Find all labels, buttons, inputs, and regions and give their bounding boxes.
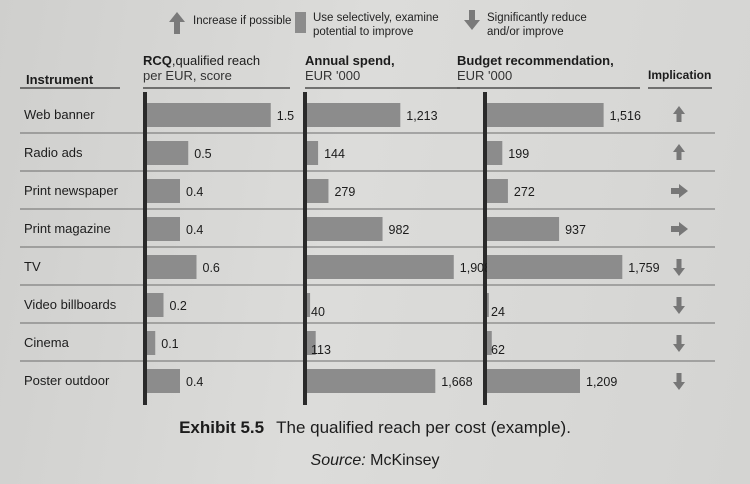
implication-down-arrow-icon xyxy=(673,344,685,352)
series-subtitle-1: EUR '000 xyxy=(305,68,360,83)
bar-2 xyxy=(487,293,489,317)
category-label: Poster outdoor xyxy=(24,373,110,388)
exhibit-label: Exhibit 5.5 xyxy=(179,418,265,437)
category-label: Web banner xyxy=(24,107,95,122)
bar-1 xyxy=(307,255,454,279)
legend-reduce-label: Significantly reduce and/or improve xyxy=(487,12,587,38)
series-title-0: RCQ,qualified reach xyxy=(143,53,260,68)
data-label-2: 1,516 xyxy=(610,109,641,123)
series-title-rest-0: ,qualified reach xyxy=(172,53,260,68)
series-subtitle-2: EUR '000 xyxy=(457,68,512,83)
legend-up-arrow-icon xyxy=(169,12,185,34)
bar-1 xyxy=(307,141,319,165)
data-label-1: 1,908 xyxy=(460,261,491,275)
implication-down-arrow-icon xyxy=(676,259,682,268)
series-title-bold-2: Budget recommendation, xyxy=(457,53,614,68)
bar-0 xyxy=(147,255,197,279)
bar-2 xyxy=(487,255,623,279)
data-label-1: 279 xyxy=(334,185,355,199)
implication-down-arrow-icon xyxy=(673,306,685,314)
bar-1 xyxy=(307,103,401,127)
bar-0 xyxy=(147,179,180,203)
series-title-bold-0: RCQ xyxy=(143,53,172,68)
implication-down-arrow-icon xyxy=(676,373,682,382)
category-label: Cinema xyxy=(24,335,70,350)
implication-down-arrow-icon xyxy=(673,382,685,390)
bar-0 xyxy=(147,293,164,317)
data-label-2: 272 xyxy=(514,185,535,199)
data-label-1: 144 xyxy=(324,147,345,161)
data-label-0: 0.4 xyxy=(186,375,203,389)
implication-header: Implication xyxy=(648,68,711,82)
series-subtitle-0: per EUR, score xyxy=(143,68,232,83)
legend-icons xyxy=(169,10,480,34)
bar-2 xyxy=(487,331,492,355)
bar-2 xyxy=(487,179,508,203)
series-title-2: Budget recommendation, xyxy=(457,53,614,68)
bar-2 xyxy=(487,141,503,165)
bar-0 xyxy=(147,331,156,355)
implication-up-arrow-icon xyxy=(673,106,685,114)
implication-right-arrow-icon xyxy=(679,184,688,198)
bar-0 xyxy=(147,103,271,127)
category-label: Radio ads xyxy=(24,145,83,160)
implication-down-arrow-icon xyxy=(673,268,685,276)
category-label: TV xyxy=(24,259,41,274)
bar-0 xyxy=(147,217,180,241)
implication-up-arrow-icon xyxy=(676,113,682,122)
implication-up-arrow-icon xyxy=(676,151,682,160)
legend-selective-label: Use selectively, examine potential to im… xyxy=(313,12,439,38)
data-label-1: 40 xyxy=(311,305,325,319)
bar-1 xyxy=(307,293,311,317)
data-label-0: 0.4 xyxy=(186,185,203,199)
bar-0 xyxy=(147,141,189,165)
implication-right-arrow-icon xyxy=(671,188,680,194)
category-label: Print magazine xyxy=(24,221,111,236)
bar-1 xyxy=(307,179,329,203)
data-label-0: 1.5 xyxy=(277,109,294,123)
data-label-2: 1,759 xyxy=(628,261,659,275)
data-label-0: 0.2 xyxy=(170,299,187,313)
bar-2 xyxy=(487,369,580,393)
legend-bar-swatch-icon xyxy=(295,12,306,33)
figure-source: Source: McKinsey xyxy=(0,452,750,470)
implication-right-arrow-icon xyxy=(671,226,680,232)
data-label-2: 24 xyxy=(491,305,505,319)
source-name: McKinsey xyxy=(370,452,440,469)
data-label-2: 199 xyxy=(508,147,529,161)
category-label: Video billboards xyxy=(24,297,117,312)
data-label-0: 0.1 xyxy=(161,337,178,351)
legend-down-arrow-icon xyxy=(464,10,480,30)
implication-up-arrow-icon xyxy=(673,144,685,152)
chart: Instrument Implication RCQ,qualified reach… xyxy=(20,53,715,405)
category-label: Print newspaper xyxy=(24,183,119,198)
series-title-1: Annual spend, xyxy=(305,53,395,68)
implication-right-arrow-icon xyxy=(679,222,688,236)
series-title-bold-1: Annual spend, xyxy=(305,53,395,68)
instrument-header: Instrument xyxy=(26,72,94,87)
data-label-2: 937 xyxy=(565,223,586,237)
source-label: Source: xyxy=(310,452,366,469)
bar-2 xyxy=(487,217,560,241)
caption-title: The qualified reach per cost (example). xyxy=(276,418,571,437)
bar-1 xyxy=(307,331,316,355)
legend-increase-label: Increase if possible xyxy=(193,15,292,27)
data-label-2: 62 xyxy=(491,343,505,357)
bar-2 xyxy=(487,103,604,127)
bar-1 xyxy=(307,217,383,241)
bar-1 xyxy=(307,369,436,393)
data-label-1: 1,668 xyxy=(441,375,472,389)
figure-caption: Exhibit 5.5 The qualified reach per cost … xyxy=(0,418,750,438)
data-label-0: 0.6 xyxy=(203,261,220,275)
data-label-0: 0.5 xyxy=(194,147,211,161)
data-label-1: 1,213 xyxy=(406,109,437,123)
data-label-1: 982 xyxy=(389,223,410,237)
implication-down-arrow-icon xyxy=(676,297,682,306)
data-label-1: 113 xyxy=(311,343,331,357)
bar-0 xyxy=(147,369,180,393)
implication-down-arrow-icon xyxy=(676,335,682,344)
data-label-2: 1,209 xyxy=(586,375,617,389)
data-label-0: 0.4 xyxy=(186,223,203,237)
